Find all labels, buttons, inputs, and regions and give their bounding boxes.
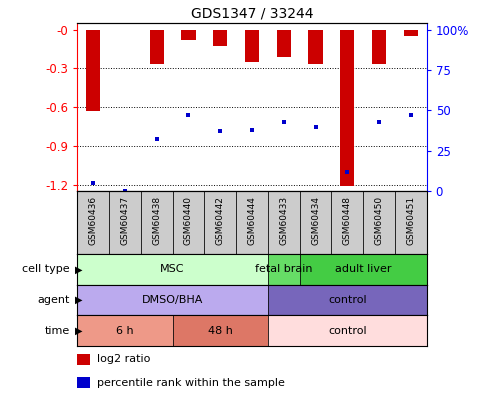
Bar <box>276 30 291 57</box>
Bar <box>181 30 196 40</box>
Bar <box>299 191 331 254</box>
Text: ▶: ▶ <box>75 264 82 274</box>
Bar <box>404 30 418 36</box>
Bar <box>268 315 427 346</box>
Text: 6 h: 6 h <box>116 326 134 336</box>
Text: GSM60434: GSM60434 <box>311 196 320 245</box>
Bar <box>77 254 268 285</box>
Bar <box>395 191 427 254</box>
Bar <box>299 254 427 285</box>
Bar <box>86 30 100 111</box>
Bar <box>363 191 395 254</box>
Bar <box>141 191 173 254</box>
Bar <box>109 191 141 254</box>
Text: time: time <box>44 326 70 336</box>
Text: GSM60433: GSM60433 <box>279 196 288 245</box>
Bar <box>268 191 299 254</box>
Text: percentile rank within the sample: percentile rank within the sample <box>96 377 284 388</box>
Bar <box>77 354 89 365</box>
Text: ▶: ▶ <box>75 295 82 305</box>
Bar <box>150 30 164 64</box>
Text: DMSO/BHA: DMSO/BHA <box>142 295 203 305</box>
Text: ▶: ▶ <box>75 326 82 336</box>
Text: GSM60437: GSM60437 <box>120 196 129 245</box>
Text: fetal brain: fetal brain <box>255 264 312 274</box>
Text: GSM60440: GSM60440 <box>184 196 193 245</box>
Title: GDS1347 / 33244: GDS1347 / 33244 <box>191 6 313 21</box>
Bar <box>173 191 205 254</box>
Bar <box>77 377 89 388</box>
Bar <box>205 191 236 254</box>
Bar <box>77 285 268 315</box>
Bar <box>372 30 386 64</box>
Text: log2 ratio: log2 ratio <box>96 354 150 364</box>
Bar <box>308 30 323 64</box>
Bar <box>77 191 109 254</box>
Bar <box>268 254 299 285</box>
Text: GSM60448: GSM60448 <box>343 196 352 245</box>
Text: adult liver: adult liver <box>335 264 391 274</box>
Text: MSC: MSC <box>160 264 185 274</box>
Bar <box>340 30 354 186</box>
Text: GSM60451: GSM60451 <box>406 196 415 245</box>
Text: 48 h: 48 h <box>208 326 233 336</box>
Text: GSM60436: GSM60436 <box>89 196 98 245</box>
Text: agent: agent <box>37 295 70 305</box>
Bar <box>173 315 268 346</box>
Bar <box>213 30 228 46</box>
Text: control: control <box>328 295 367 305</box>
Text: GSM60444: GSM60444 <box>248 196 256 245</box>
Text: cell type: cell type <box>22 264 70 274</box>
Text: GSM60438: GSM60438 <box>152 196 161 245</box>
Bar <box>236 191 268 254</box>
Bar <box>77 315 173 346</box>
Text: GSM60442: GSM60442 <box>216 196 225 245</box>
Bar <box>268 285 427 315</box>
Text: control: control <box>328 326 367 336</box>
Text: GSM60450: GSM60450 <box>375 196 384 245</box>
Bar <box>331 191 363 254</box>
Bar <box>245 30 259 62</box>
